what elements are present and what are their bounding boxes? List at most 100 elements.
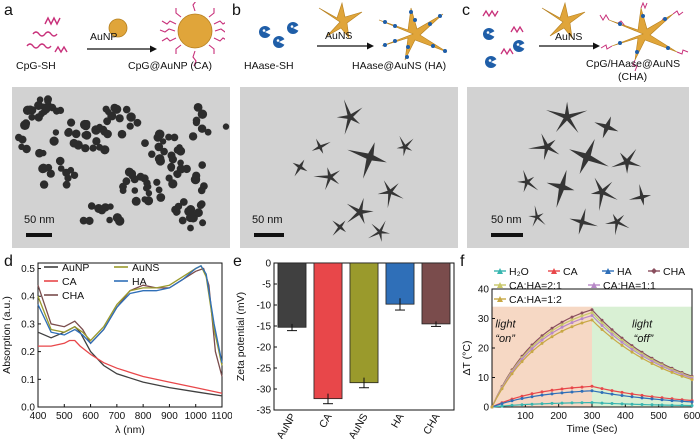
chart-f-point (570, 390, 574, 394)
chart-f-point (600, 318, 604, 322)
auns-arrow-label-c: AuNS (555, 31, 583, 43)
chart-f-legend-label: CA (563, 266, 578, 278)
chart-f-xlabel: Time (Sec) (567, 423, 618, 435)
chart-f-point (690, 400, 694, 404)
chart-d-series-aunp (37, 325, 223, 397)
panel-a-letter: a (4, 2, 13, 19)
chart-f-point (630, 395, 634, 399)
cpg-aunp-label: CpG@AuNP (CA) (128, 60, 212, 72)
chart-f-point (610, 328, 614, 332)
chart-e-bar-ca (313, 262, 343, 400)
haase-auns-label: HAase@AuNS (HA) (352, 60, 447, 72)
chart-f-legend-label: CA:HA=1:2 (509, 294, 562, 306)
chart-f-point (640, 396, 644, 400)
chart-d-ytick-label: 0.2 (21, 347, 35, 358)
chart-f-point (610, 336, 614, 340)
chart-f-point (580, 311, 584, 315)
chart-d-ytick-label: 0.4 (21, 292, 35, 303)
chart-f-point (490, 405, 494, 409)
chart-f-point (610, 330, 614, 334)
chart-f-xtick-label: 500 (650, 411, 667, 422)
tem-b-stars (292, 99, 414, 242)
chart-f-point (620, 338, 624, 342)
chart-f-point (500, 402, 504, 406)
chart-d-xtick-label: 700 (109, 411, 126, 422)
chart-f-point (600, 328, 604, 331)
chart-f-point (550, 388, 554, 392)
chart-f-xtick-label: 100 (517, 411, 534, 422)
haase-icon (259, 22, 299, 48)
chart-f-point (570, 321, 574, 325)
chart-f-point (540, 390, 544, 394)
chart-f-point (670, 399, 674, 403)
chart-e-xtick-label: CHA (421, 412, 442, 437)
chart-d-legend-label: AuNP (62, 262, 89, 274)
chart-d-ytick-label: 0.0 (21, 403, 35, 414)
chart-f-point (600, 391, 604, 394)
chart-f-annot-light-on: light (495, 318, 516, 330)
chart-f-point (680, 399, 684, 403)
cpg-strands-c-icon (482, 9, 524, 56)
chart-f-point (660, 403, 664, 407)
chart-f-ytick-label: 20 (478, 344, 490, 355)
chart-f-point (590, 384, 594, 388)
chart-f-annot-off: “off” (634, 333, 655, 345)
chart-f-legend-marker (551, 268, 557, 274)
chart-f-legend-label: CHA (663, 266, 685, 278)
chart-f-ytick-label: 40 (478, 285, 490, 296)
chart-d-xtick-label: 500 (56, 411, 73, 422)
panel-d-letter: d (4, 253, 13, 270)
chart-f-point (550, 329, 554, 333)
scalebar-b (254, 233, 284, 237)
chart-f-point (510, 403, 514, 407)
chart-f-point (610, 332, 614, 336)
chart-f-point (520, 403, 524, 407)
chart-f-point (580, 321, 584, 325)
chart-f-on-region (492, 306, 592, 407)
chart-f-point (520, 394, 524, 398)
chart-f-xtick-label: 200 (550, 411, 567, 422)
chart-e-bar-ha (385, 262, 415, 305)
chart-f-legend-marker (497, 268, 503, 274)
chart-f-point (690, 404, 694, 408)
chart-f-point (500, 404, 504, 408)
panel-a-schematic (26, 2, 225, 67)
chart-f-point (670, 403, 674, 407)
tem-c-stars (517, 101, 652, 236)
chart-d-ylabel: Absorption (a.u.) (1, 296, 13, 374)
chart-f-annot-on: “on” (495, 333, 516, 345)
chart-f-legend-marker (651, 268, 657, 274)
chart-e-xtick-label: HA (389, 412, 407, 431)
chart-f-point (580, 401, 584, 405)
panel-b-letter: b (232, 2, 241, 19)
chart-d-legend-label: AuNS (132, 262, 159, 274)
chart-f-point (540, 402, 544, 406)
chart-e-ytick-label: -20 (257, 343, 272, 354)
chart-d-xtick-label: 900 (161, 411, 178, 422)
aunp-arrow-label: AuNP (90, 31, 118, 43)
chart-f-point (630, 347, 634, 351)
scale-label-b: 50 nm (252, 214, 283, 226)
chart-f-point (520, 360, 524, 364)
chart-f-ytick-label: 0 (483, 403, 489, 414)
chart-f-point (570, 315, 574, 319)
chart-f-point (510, 372, 514, 376)
chart-f-xtick-label: 300 (584, 411, 601, 422)
chart-f-point (550, 335, 554, 339)
chart-f-point (640, 403, 644, 406)
auns-arrow-label-b: AuNS (325, 30, 353, 42)
chart-f-point (680, 403, 684, 407)
chart-f-point (580, 314, 584, 318)
chart-f-point (640, 393, 644, 397)
chart-d-xtick-label: 800 (135, 411, 152, 422)
panel-c-schematic (482, 2, 689, 72)
aunp-icon (108, 18, 128, 38)
cha-label-line2: (CHA) (618, 71, 648, 83)
chart-f-point (690, 378, 694, 382)
chart-f-point (620, 340, 624, 344)
chart-f-point (620, 394, 624, 397)
chart-d-xtick-label: 400 (30, 411, 47, 422)
chart-f-point (570, 401, 574, 405)
chart-f-point (630, 350, 634, 354)
chart-f-point (560, 387, 564, 391)
